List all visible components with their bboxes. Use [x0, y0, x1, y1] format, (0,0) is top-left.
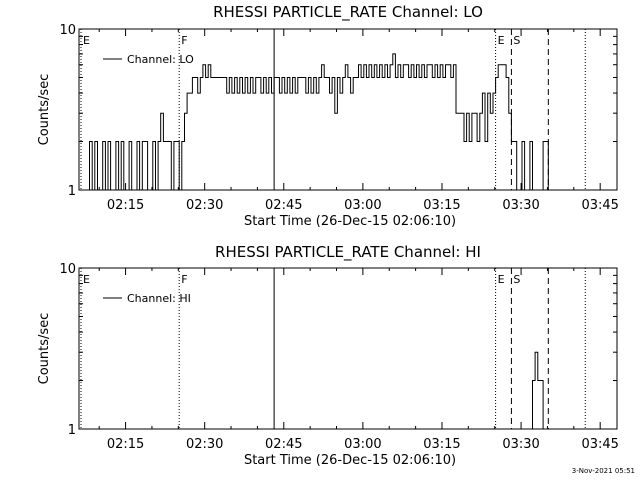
x-tick-label: 03:15 — [423, 437, 460, 452]
chart-panel-2: RHESSI PARTICLE_RATE Channel: HI 02:15 02:… — [37, 243, 619, 468]
marker-label: E — [498, 34, 505, 47]
x-tick-label: 03:30 — [502, 198, 539, 213]
x-tick-label: 03:45 — [581, 198, 618, 213]
y-axis-label: Counts/sec — [37, 313, 52, 385]
legend-label: Channel: HI — [127, 292, 191, 305]
x-tick-label: 03:15 — [423, 198, 460, 213]
y-tick-label: 10 — [59, 262, 76, 277]
marker-label: S — [513, 34, 520, 47]
marker-label: E — [83, 34, 90, 47]
marker-label: S — [513, 273, 520, 286]
footer-timestamp: 3-Nov-2021 05:51 — [572, 467, 635, 475]
series-line — [529, 351, 546, 430]
marker-label: F — [181, 34, 187, 47]
x-tick-label: 03:45 — [581, 437, 618, 452]
chart-title: RHESSI PARTICLE_RATE Channel: HI — [215, 243, 481, 262]
y-axis-label: Counts/sec — [37, 74, 52, 146]
plot-frame — [78, 267, 618, 430]
x-tick-label: 02:45 — [265, 437, 302, 452]
plot-frame — [78, 28, 618, 191]
marker-label: E — [498, 273, 505, 286]
x-axis-label: Start Time (26-Dec-15 02:06:10) — [244, 214, 456, 229]
x-tick-label: 02:15 — [107, 198, 144, 213]
x-tick-label: 03:30 — [502, 437, 539, 452]
x-tick-label: 03:00 — [344, 437, 381, 452]
x-axis-label: Start Time (26-Dec-15 02:06:10) — [244, 453, 456, 468]
marker-label: F — [181, 273, 187, 286]
x-tick-label: 03:00 — [344, 198, 381, 213]
y-tick-label: 1 — [68, 184, 76, 199]
legend-label: Channel: LO — [127, 53, 194, 66]
y-tick-label: 10 — [59, 23, 76, 38]
x-tick-label: 02:15 — [107, 437, 144, 452]
x-tick-label: 02:45 — [265, 198, 302, 213]
marker-label: E — [83, 273, 90, 286]
x-tick-label: 02:30 — [186, 437, 223, 452]
series-line — [86, 53, 573, 191]
chart-panel-1: RHESSI PARTICLE_RATE Channel: LO 02:15 02:… — [37, 3, 619, 229]
x-tick-label: 02:30 — [186, 198, 223, 213]
chart-title: RHESSI PARTICLE_RATE Channel: LO — [213, 3, 483, 22]
y-tick-label: 1 — [68, 423, 76, 438]
